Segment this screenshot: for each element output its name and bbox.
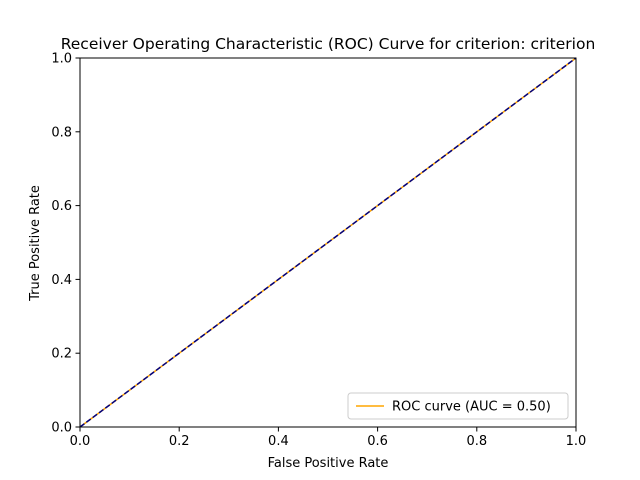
x-tick-label: 0.8 — [466, 434, 487, 449]
y-tick-label: 0.8 — [51, 125, 72, 140]
y-tick-label: 0.4 — [51, 273, 72, 288]
x-tick-label: 0.0 — [70, 434, 91, 449]
y-tick-label: 1.0 — [51, 52, 72, 67]
y-axis-label: True Positive Rate — [28, 185, 43, 302]
y-tick-label: 0.2 — [51, 347, 72, 362]
y-tick-label: 0.6 — [51, 199, 72, 214]
chance-diagonal-line — [79, 57, 577, 428]
x-tick-label: 0.2 — [169, 434, 190, 449]
y-tick-label: 0.0 — [51, 421, 72, 436]
legend-entry-label: ROC curve (AUC = 0.50) — [392, 400, 551, 415]
plot-area: 0.0 0.2 0.4 0.6 0.8 1.0 0.0 0.2 0.4 0.6 0.8 1.0 ROC … — [51, 52, 586, 450]
x-tick-label: 0.4 — [268, 434, 289, 449]
axes-frame — [79, 57, 577, 428]
x-axis-label: False Positive Rate — [268, 456, 389, 471]
chart-title: Receiver Operating Characteristic (ROC) … — [61, 35, 596, 53]
x-tick-label: 1.0 — [566, 434, 587, 449]
x-tick-label: 0.6 — [367, 434, 388, 449]
legend-box — [347, 392, 569, 420]
